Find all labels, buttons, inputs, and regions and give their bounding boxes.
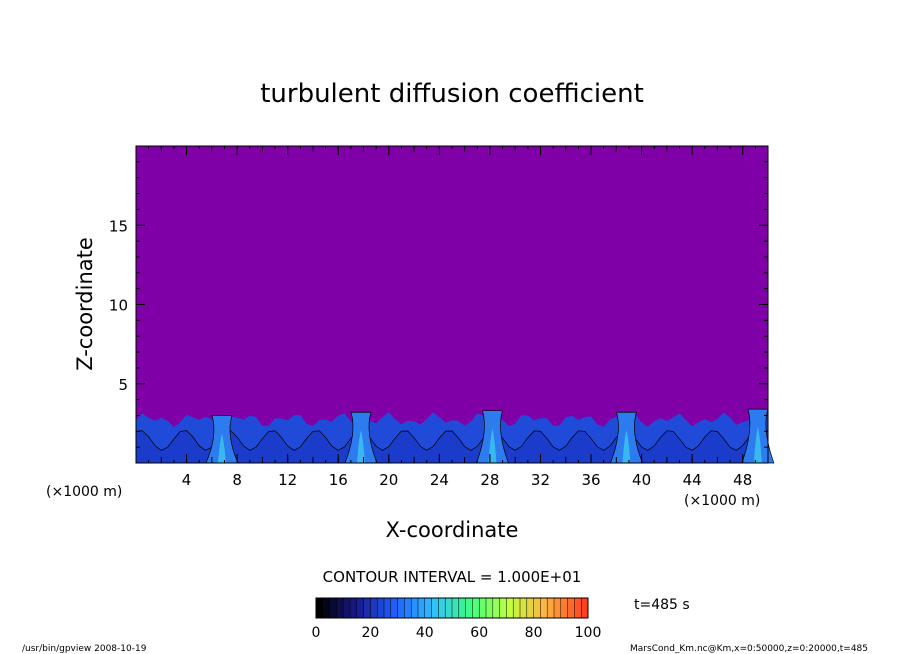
colorbar-cell — [397, 598, 405, 618]
colorbar-cell — [329, 598, 337, 618]
colorbar-cell — [411, 598, 419, 618]
x-tick-label: 4 — [182, 471, 192, 489]
colorbar-cell — [404, 598, 412, 618]
colorbar-cell — [322, 598, 331, 618]
colorbar-cell — [513, 598, 521, 618]
plume-core — [753, 427, 762, 463]
colorbar-tick-label: 60 — [470, 625, 488, 641]
colorbar-cell — [499, 598, 507, 618]
y-tick-label: 15 — [109, 217, 128, 235]
x-tick-label: 20 — [379, 471, 398, 489]
colorbar-cell — [418, 598, 426, 618]
x-tick-label: 40 — [632, 471, 651, 489]
colorbar-cell — [520, 598, 528, 618]
colorbar-cell — [574, 598, 582, 618]
field-background — [136, 146, 768, 463]
colorbar-tick-label: 0 — [312, 625, 321, 641]
footer-right: MarsCond_Km.nc@Km,x=0:50000,z=0:20000,t=… — [630, 644, 868, 654]
colorbar-cell — [445, 598, 453, 618]
chart-title: turbulent diffusion coefficient — [260, 79, 644, 109]
y-tick-label: 5 — [118, 376, 128, 394]
colorbar-cell — [472, 598, 480, 618]
colorbar-cell — [438, 598, 446, 618]
x-tick-label: 28 — [480, 471, 499, 489]
colorbar-cell — [506, 598, 514, 618]
y-tick-label: 10 — [109, 297, 128, 315]
colorbar-cell — [377, 598, 385, 618]
colorbar-cell — [336, 598, 344, 618]
colorbar-cell — [431, 598, 439, 618]
time-label: t=485 s — [634, 597, 690, 613]
x-unit-left: (×1000 m) — [46, 484, 122, 500]
contour-interval-label: CONTOUR INTERVAL = 1.000E+01 — [323, 568, 582, 586]
x-tick-label: 36 — [581, 471, 600, 489]
x-tick-label: 44 — [683, 471, 702, 489]
colorbar-cell — [479, 598, 487, 618]
x-tick-label: 12 — [278, 471, 297, 489]
colorbar-cell — [343, 598, 351, 618]
plume-core — [488, 428, 497, 463]
colorbar-cell — [350, 598, 358, 618]
x-tick-label: 16 — [329, 471, 348, 489]
colorbar-cell — [424, 598, 433, 618]
colorbar-cell — [390, 598, 399, 618]
footer-left: /usr/bin/gpview 2008-10-19 — [22, 644, 147, 654]
colorbar-cell — [452, 598, 460, 618]
colorbar-cell — [567, 598, 575, 618]
plume-core — [217, 433, 226, 463]
colorbar-tick-label: 100 — [575, 625, 602, 641]
surface-contour — [135, 430, 769, 464]
colorbar-cell — [465, 598, 473, 618]
colorbar-cell — [356, 598, 365, 618]
colorbar-cell — [560, 598, 569, 618]
colorbar-cell — [581, 598, 589, 618]
colorbar-cell — [316, 598, 324, 618]
colorbar-tick-label: 20 — [361, 625, 379, 641]
colorbar-cell — [533, 598, 541, 618]
colorbar-cell — [547, 598, 555, 618]
x-tick-label: 24 — [430, 471, 449, 489]
colorbar-cell — [384, 598, 392, 618]
colorbar-cell — [458, 598, 467, 618]
colorbar: 0 20 40 60 80 100 — [312, 597, 602, 641]
x-tick-label: 32 — [531, 471, 550, 489]
y-axis-label: Z-coordinate — [73, 237, 97, 371]
plume-core — [622, 430, 631, 463]
plume-core — [356, 430, 365, 463]
x-unit-right: (×1000 m) — [684, 493, 760, 509]
colorbar-cell — [540, 598, 548, 618]
x-tick-label: 8 — [232, 471, 242, 489]
colorbar-cell — [554, 598, 562, 618]
colorbar-tick-label: 40 — [416, 625, 434, 641]
x-tick-label: 48 — [733, 471, 752, 489]
colorbar-tick-label: 80 — [525, 625, 543, 641]
colorbar-cell — [486, 598, 494, 618]
colorbar-frame — [315, 597, 589, 619]
colorbar-cell — [526, 598, 535, 618]
x-axis-label: X-coordinate — [386, 518, 519, 542]
colorbar-cell — [363, 598, 371, 618]
colorbar-cell — [370, 598, 378, 618]
colorbar-cell — [492, 598, 501, 618]
